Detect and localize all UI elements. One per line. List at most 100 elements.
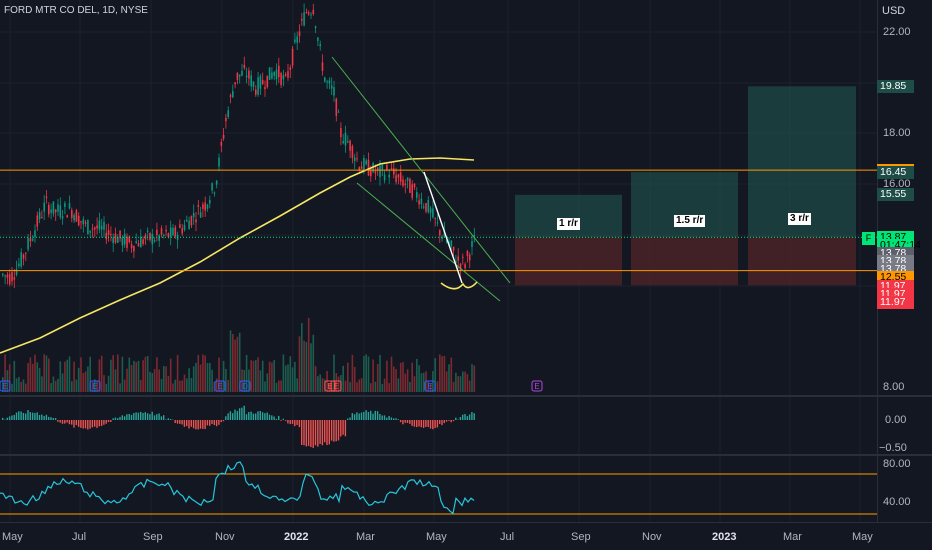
volume-bar [4,354,6,392]
macd-bar [344,420,347,437]
volume-bar [43,354,45,392]
volume-bar [365,354,367,392]
macd-bar [303,420,305,446]
macd-bar [110,420,112,422]
macd-bar [188,420,190,429]
volume-bar [381,383,384,392]
macd-bar [128,413,130,420]
volume-bar [468,380,471,392]
macd-bar [52,418,54,420]
volume-bar [218,357,220,392]
candle-body [264,87,266,90]
volume-bar [363,355,365,392]
macd-bar [13,414,15,420]
event-marker [330,380,342,392]
volume-bar [473,365,476,392]
drawings[interactable] [331,56,511,302]
candle-body [381,164,384,170]
candle-body [409,178,411,193]
candle-body [335,98,338,116]
macd-bar [209,420,211,426]
channel-upper-line [331,56,511,284]
macd-bar [227,413,229,420]
candle-body [112,237,114,244]
volume-bar [135,362,137,392]
candle-body [105,232,108,240]
candle-body [305,11,308,13]
rsi-line [0,461,475,515]
macd-bar [466,416,468,420]
candle-body [337,111,340,113]
volume-bar [232,334,234,392]
macd-bar [25,413,27,420]
horizontal-levels[interactable] [0,169,877,272]
risk-reward-boxes[interactable] [515,86,856,286]
volume-bar [388,383,390,392]
candle-body [404,183,407,185]
candle-body [18,263,20,267]
candle-body [103,221,105,230]
macd-pane [2,405,475,448]
volume-bar [436,381,439,392]
candle-body [418,200,420,205]
candle-body [151,233,154,245]
macd-bar [195,420,197,430]
macd-bar [133,413,135,420]
candle-body [342,141,344,144]
volume-bar [199,364,202,392]
candle-body [20,252,22,267]
macd-bar [18,411,20,420]
candle-body [457,256,459,261]
volume-bar [66,359,68,392]
event-marker [89,380,101,392]
macd-bar [397,419,399,420]
volume-bar [255,360,257,392]
macd-bar [266,412,268,420]
time-axis-border [0,522,932,523]
volume-bar [287,364,289,392]
macd-bar [103,420,105,425]
candle-body [268,67,271,80]
candle-body [229,95,232,97]
price-badge: 15.55 [877,188,914,202]
macd-bar [181,420,183,425]
macd-bar [66,420,68,423]
macd-bar [130,414,133,420]
macd-bar [439,420,441,424]
macd-bar [393,418,395,420]
macd-bar [22,412,25,420]
candle-body [353,157,356,161]
rr-label[interactable]: 3 r/r [788,213,811,225]
candle-body [186,220,188,222]
macd-bar [312,420,314,448]
macd-bar [186,420,188,427]
volume-bar [291,367,294,392]
candle-body [80,221,82,223]
volume-bar [75,379,78,392]
volume-bar [466,374,469,392]
volume-bar [432,371,434,392]
macd-bar [370,410,372,420]
candle-body [52,201,55,214]
volume-bar [11,383,13,392]
candle-body [416,191,418,198]
macd-bar [20,411,22,420]
candle-body [48,205,50,215]
volume-bar [328,383,331,392]
symbol-flag[interactable]: F [862,232,875,245]
volume-bar [464,371,466,392]
candle-body [363,158,365,171]
macd-bar [2,417,4,420]
macd-bar [333,420,335,442]
rr-label[interactable]: 1.5 r/r [674,215,706,227]
rr-label[interactable]: 1 r/r [557,218,580,230]
macd-bar [213,420,215,425]
volume-bar [107,375,110,392]
macd-bar [468,414,471,420]
macd-bar [36,412,38,420]
volume-bar [307,317,310,392]
macd-bar [337,420,340,441]
volume-bar [397,378,400,392]
